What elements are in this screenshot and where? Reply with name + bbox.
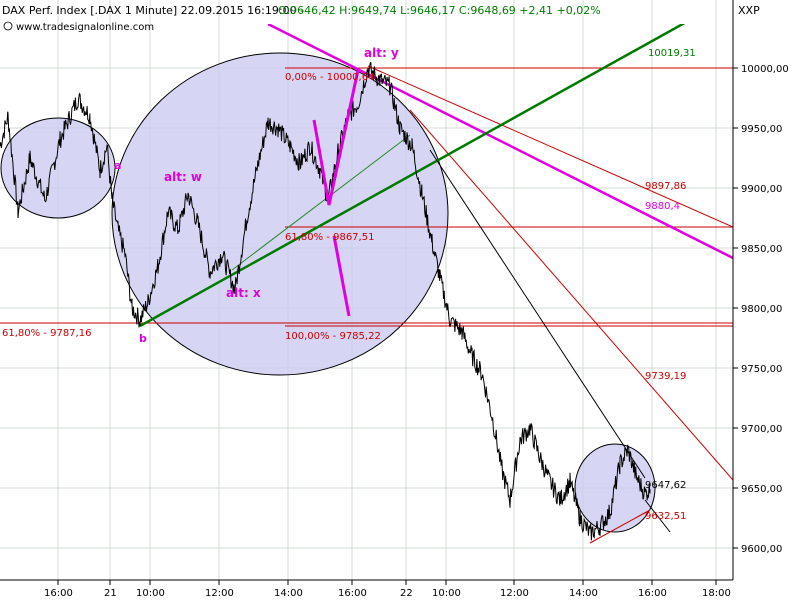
y-tick-label: 9900,00 (741, 184, 782, 195)
red-trendlines (367, 65, 733, 544)
header-instrument: DAX Perf. Index [.DAX 1 Minute] 22.09.20… (2, 4, 304, 17)
x-tick-label: 22 (400, 588, 413, 599)
fib-label-100: 100,00% - 9785,22 (285, 331, 381, 342)
fib-levels (0, 67, 733, 327)
ellipse-large (111, 52, 449, 376)
wave-label-a: a (114, 159, 121, 172)
x-tick-label: 12:00 (500, 588, 529, 599)
wave-label-y: alt: y (364, 46, 399, 60)
y-tick-label: 9750,00 (741, 364, 782, 375)
wave-label-x: alt: x (226, 286, 261, 300)
copyright-icon (3, 21, 13, 31)
ellipse-left (0, 117, 116, 219)
price-series-line (0, 61, 651, 541)
y-tick-label: 9600,00 (741, 544, 782, 555)
x-tick-label: 16:00 (638, 588, 667, 599)
x-tick-label: 18:00 (702, 588, 731, 599)
wave-segment-x (332, 235, 351, 317)
trend-label-10019: 10019,31 (648, 48, 696, 59)
x-tick-label: 14:00 (274, 588, 303, 599)
x-tick-label: 14:00 (569, 588, 598, 599)
y-tick-label: 9650,00 (741, 484, 782, 495)
black-trendline-tail (644, 499, 671, 533)
header-ohlc: O:9646,42 H:9649,74 L:9646,17 C:9648,69 … (278, 4, 601, 17)
trend-label-9897: 9897,86 (645, 181, 686, 192)
fib-label-0: 0,00% - 10000,64 (285, 72, 374, 83)
wave-segments (312, 69, 360, 317)
x-tick-label: 21 (104, 588, 117, 599)
header-source: www.tradesignalonline.com (16, 22, 154, 33)
fib-label-618-lower: 61,80% - 9787,16 (2, 328, 91, 339)
black-trendline (429, 149, 646, 479)
trend-label-9739: 9739,19 (645, 371, 686, 382)
wave-label-w: alt: w (164, 170, 202, 184)
wave-label-b: b (139, 332, 147, 345)
x-tick-label: 16:00 (44, 588, 73, 599)
y-tick-label: 9850,00 (741, 244, 782, 255)
trend-label-9632: 9632,51 (645, 511, 686, 522)
magenta-channel (267, 24, 733, 260)
red-trendline-lower (409, 109, 733, 481)
magenta-line-upper (267, 24, 733, 260)
trend-label-9880: 9880,4 (645, 201, 680, 212)
y-axis: 10000,00 9950,00 9900,00 9850,00 9800,00 9750… (733, 64, 789, 555)
x-tick-label: 10:00 (432, 588, 461, 599)
green-thin-line (231, 134, 411, 271)
y-tick-label: 9800,00 (741, 304, 782, 315)
x-tick-label: 12:00 (205, 588, 234, 599)
red-trendline-upper (367, 65, 733, 228)
red-support-line (589, 509, 651, 544)
x-axis: 16:00 21 10:00 12:00 14:00 16:00 22 10:00 12:00 1… (44, 580, 731, 599)
trend-label-9647: 9647,62 (645, 480, 686, 491)
axis-badge: XXP (738, 4, 760, 17)
y-tick-label: 10000,00 (741, 64, 789, 75)
x-tick-label: 10:00 (136, 588, 165, 599)
y-tick-label: 9700,00 (741, 424, 782, 435)
fib-label-618-upper: 61,80% - 9867,51 (285, 232, 374, 243)
wave-segment-y (312, 69, 360, 206)
x-tick-label: 16:00 (338, 588, 367, 599)
chart-labels: DAX Perf. Index [.DAX 1 Minute] 22.09.20… (2, 4, 760, 522)
y-tick-label: 9950,00 (741, 124, 782, 135)
